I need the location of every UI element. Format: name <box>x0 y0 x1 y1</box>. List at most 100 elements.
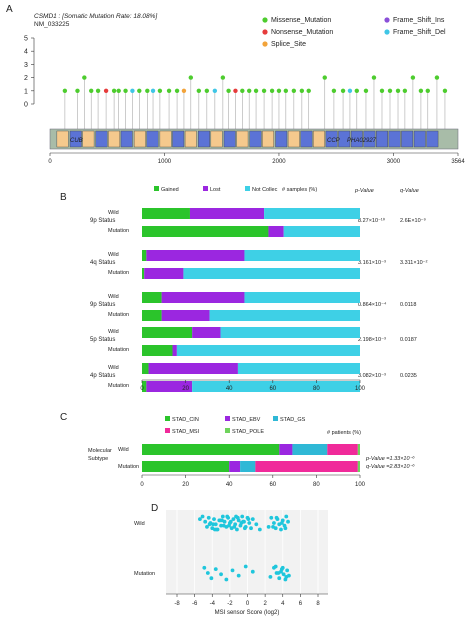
msi-point-wild <box>231 517 236 521</box>
lollipop-head-missense-mutation <box>240 88 245 94</box>
lollipop-head-splice-site <box>181 88 187 94</box>
lollipop-head-missense-mutation <box>387 88 393 94</box>
lollipop-head-missense-mutation <box>322 75 327 80</box>
cnv-bar-segment <box>192 327 221 338</box>
lollipop-head-missense-mutation <box>331 88 337 94</box>
domain-block <box>210 130 223 148</box>
lollipop-head-missense-mutation <box>291 88 297 94</box>
y-tick-label-4: 4 <box>24 49 28 56</box>
msi-point-wild <box>284 514 289 519</box>
msi-point-wild <box>203 519 208 524</box>
panel-d-letter: D <box>151 503 158 514</box>
msi-point-wild <box>283 526 288 531</box>
cnv-bar-segment <box>176 345 360 356</box>
domain-block <box>363 130 376 148</box>
cnv-bar-segment <box>142 327 193 338</box>
domain-block <box>82 130 95 148</box>
msi-point-mutation <box>277 576 282 581</box>
lollipop-head-missense-mutation <box>75 88 80 94</box>
cnv-bar-segment <box>220 327 360 338</box>
x-tick-label-2: 2 <box>263 601 267 607</box>
legend-label-frame-shift-del: Frame_Shift_Del <box>393 29 446 36</box>
cnv-bar-segment <box>144 268 184 279</box>
msi-point-wild <box>257 527 262 532</box>
msi-point-wild <box>220 518 224 523</box>
cnv-group-label: 4p Status <box>90 373 115 379</box>
legend-swatch-nonsense-mutation <box>262 29 268 35</box>
legend-label-stad-gs: STAD_GS <box>280 417 306 423</box>
msi-point-wild <box>254 522 259 527</box>
msi-point-wild <box>279 521 284 525</box>
msi-point-wild <box>266 525 271 529</box>
y-tick-label-5: 5 <box>24 36 28 43</box>
msi-point-mutation <box>219 572 223 577</box>
legend-swatch-stad-msi <box>165 428 170 433</box>
cnv-qvalue: 0.0235 <box>400 373 417 379</box>
lollipop-head-missense-mutation <box>95 88 101 94</box>
lollipop-head-missense-mutation <box>418 88 424 94</box>
msi-category-wild: Wild <box>134 521 145 527</box>
cnv-stacked-bars: 9p Status 8.27×10⁻¹⁰ 2.6E×10⁻⁹ Wild Mutation… <box>90 208 428 392</box>
msi-point-wild <box>250 517 255 521</box>
x-tick-label-100: 100 <box>355 482 366 488</box>
cnv-group-label: 9p Status <box>90 218 115 224</box>
msi-x-axis-title: MSI sensor Score (log2) <box>215 610 280 616</box>
x-tick-label-1000: 1000 <box>158 159 172 165</box>
subtype-x-axis: 0 20 40 60 80 100 <box>140 474 366 488</box>
msi-point-wild <box>220 514 225 519</box>
msi-point-wild <box>234 514 238 519</box>
cnv-x-axis: 0 20 40 60 80 100 <box>140 379 366 392</box>
msi-point-wild <box>279 527 283 532</box>
subtype-qvalue: q-Value =2.83×10⁻⁶ <box>366 463 415 470</box>
msi-point-wild <box>213 522 218 527</box>
subtype-row-label: Wild <box>118 447 129 453</box>
x-tick-label-100: 100 <box>355 386 366 392</box>
lollipop-y-axis: 0 1 2 3 4 5 <box>24 36 35 109</box>
domain-block <box>184 130 197 148</box>
panel-c: C STAD_CIN STAD_EBV STAD_GS STAD_MSI STAD_PO… <box>60 412 415 488</box>
legend-label-lost: Lost <box>210 187 221 193</box>
msi-point-mutation <box>230 568 235 573</box>
cnv-group-label: 9p Status <box>90 302 115 308</box>
lollipop-head-frame-shift-del <box>130 88 135 94</box>
legend-label-missense-mutation: Missense_Mutation <box>271 17 331 24</box>
lollipop-head-missense-mutation <box>157 88 163 94</box>
msi-point-mutation <box>202 565 207 570</box>
lollipop-head-missense-mutation <box>220 75 226 80</box>
domain-block <box>249 130 262 148</box>
protein-domain-track: CUB CCP PHA02927 <box>49 128 459 150</box>
cnv-row-label: Wild <box>108 294 119 300</box>
lollipop-head-nonsense-mutation <box>233 88 238 94</box>
y-tick-label-1: 1 <box>24 88 28 95</box>
lollipop-head-missense-mutation <box>425 88 430 94</box>
lollipop-head-missense-mutation <box>283 88 289 94</box>
cnv-bar-segment <box>268 226 284 237</box>
msi-point-mutation <box>243 564 248 569</box>
msi-point-mutation <box>250 569 255 574</box>
msi-point-mutation <box>276 571 281 575</box>
legend-label-stad-msi: STAD_MSI <box>172 429 200 435</box>
cnv-row-label: Mutation <box>108 312 129 318</box>
cnv-bar-segment <box>172 345 177 356</box>
y-tick-label-3: 3 <box>24 62 28 69</box>
msi-category-mutation: Mutation <box>134 571 155 577</box>
legend-swatch-not-collec <box>245 186 250 191</box>
cnv-bar-segment <box>142 310 162 321</box>
subtype-bar-segment <box>357 444 360 455</box>
lollipop-head-missense-mutation <box>62 88 68 94</box>
msi-point-wild <box>212 527 217 532</box>
lollipop-head-frame-shift-del <box>347 88 353 94</box>
domain-block <box>313 130 325 148</box>
domain-block <box>413 130 426 148</box>
domain-block <box>426 130 439 148</box>
cnv-pvalue: 3.161×10⁻³ <box>358 260 386 266</box>
cnv-bar-segment <box>209 310 360 321</box>
y-tick-label-2: 2 <box>24 75 28 82</box>
subtype-stacked-bars: Wild Mutation <box>118 444 360 472</box>
x-tick-label-20: 20 <box>182 482 189 488</box>
domain-block <box>108 130 121 148</box>
cnv-qvalue: 2.6E×10⁻⁹ <box>400 217 426 224</box>
domain-block <box>350 130 363 148</box>
cnv-qvalue: 0.0118 <box>400 302 416 308</box>
legend-label-stad-pole: STAD_POLE <box>232 429 264 435</box>
